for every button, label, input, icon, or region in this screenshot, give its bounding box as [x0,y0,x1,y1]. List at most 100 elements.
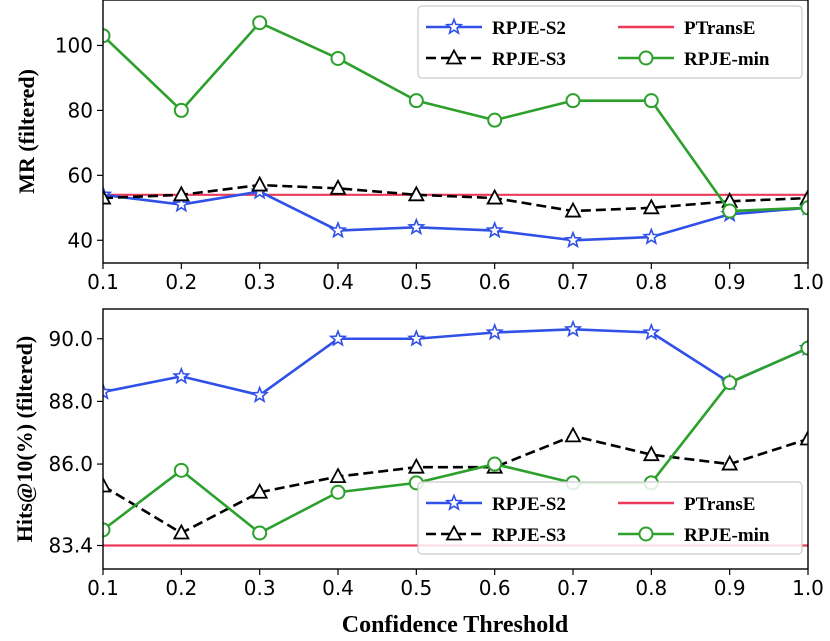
x-tick-label: 0.4 [322,576,354,600]
data-point [563,319,583,338]
y-tick-label: 90.0 [48,327,93,351]
data-point [103,522,111,538]
legend-label: RPJE-min [684,49,770,70]
legend-marker [638,50,654,66]
legend-marker [445,524,463,541]
series-line [103,346,808,535]
data-point [103,28,111,44]
legend-label: PTransE [684,494,755,515]
x-tick-label: 1.0 [792,270,824,294]
series-rpje-s2 [103,181,808,249]
x-tick-label: 0.6 [479,270,511,294]
legend-label: RPJE-S3 [492,49,566,70]
data-point [173,102,189,118]
x-tick-label: 0.3 [244,270,276,294]
data-point [722,375,738,391]
x-tick-label: 0.1 [87,576,119,600]
y-tick-label: 60 [68,163,93,187]
data-point [643,93,659,109]
data-point [330,50,346,66]
data-point [173,462,189,478]
data-point [563,230,583,249]
legend-marker [444,493,464,511]
legend-label: RPJE-S3 [492,525,566,546]
x-tick-label: 0.5 [400,270,432,294]
y-tick-label: 86.0 [48,452,93,476]
x-tick-label: 1.0 [792,576,824,600]
series-line [103,183,808,213]
legend-label: RPJE-min [684,525,770,546]
data-point [642,322,661,341]
x-tick-label: 0.6 [479,576,511,600]
data-point [642,445,660,462]
panel-hits: 0.1 0.2 0.3 0.4 0.5 0.6 0.7 0.8 0.9 1.0 83.4 86.0 88… [12,308,824,600]
data-point [487,456,503,472]
x-tick-label: 0.2 [165,270,197,294]
data-point [328,329,348,347]
data-point [330,484,346,500]
data-point [251,482,269,499]
series-line [103,190,808,242]
data-point [721,454,739,471]
data-point [799,188,808,205]
x-axis-label: Confidence Threshold [342,612,569,638]
data-point [564,426,582,443]
series-line [103,434,808,535]
y-tick-label: 40 [68,228,93,252]
legend-marker [638,526,654,542]
legend-marker [444,17,464,35]
legend-marker [445,48,463,65]
x-tick-label: 0.7 [557,576,589,600]
data-point [485,322,504,341]
data-point [565,93,581,109]
data-point [329,467,347,483]
legend: RPJE-S2 PTransE RPJE-S3 RPJE-min [417,5,803,79]
data-point [250,385,269,404]
series-line [103,328,808,397]
y-tick-label: 83.4 [48,534,93,558]
x-tick-label: 0.9 [714,576,746,600]
y-axis-label: Hits@10(%) (filtered) [12,336,37,542]
x-tick-label: 0.4 [322,270,354,294]
series-rpje-s2 [103,319,808,404]
series-line [103,21,808,213]
data-point [407,217,426,236]
data-point [252,525,268,541]
data-point [407,457,425,474]
data-point [799,429,808,446]
plot-frame [102,0,809,264]
data-point [172,366,191,385]
legend-label: RPJE-S2 [492,494,566,515]
data-point [408,93,424,109]
x-tick-label: 0.9 [714,270,746,294]
data-point [329,178,347,195]
x-tick-label: 0.1 [87,270,119,294]
data-point [172,185,190,202]
data-point [407,185,425,202]
y-axis-label: MR (filtered) [14,69,39,194]
legend-label: RPJE-S2 [492,18,566,39]
data-point [800,340,808,356]
x-tick-label: 0.5 [400,576,432,600]
x-tick-label: 0.8 [635,270,667,294]
plot-frame [102,308,809,570]
data-point [722,203,738,219]
x-tick-label: 0.2 [165,576,197,600]
data-point [172,523,190,540]
x-tick-label: 0.7 [557,270,589,294]
data-point [328,220,348,239]
data-point [485,220,504,239]
data-point [251,175,269,192]
panel-mr: 0.1 0.2 0.3 0.4 0.5 0.6 0.7 0.8 0.9 1.0 40 60 80 100 M… [14,0,824,294]
y-tick-label: 100 [55,33,93,57]
data-point [486,188,504,205]
data-point [103,188,112,205]
x-tick-label: 0.3 [244,576,276,600]
x-tick-label: 0.8 [635,576,667,600]
data-point [642,198,660,215]
y-tick-label: 80 [68,98,93,122]
data-point [252,15,268,31]
data-point [564,201,582,218]
data-point [103,476,112,493]
